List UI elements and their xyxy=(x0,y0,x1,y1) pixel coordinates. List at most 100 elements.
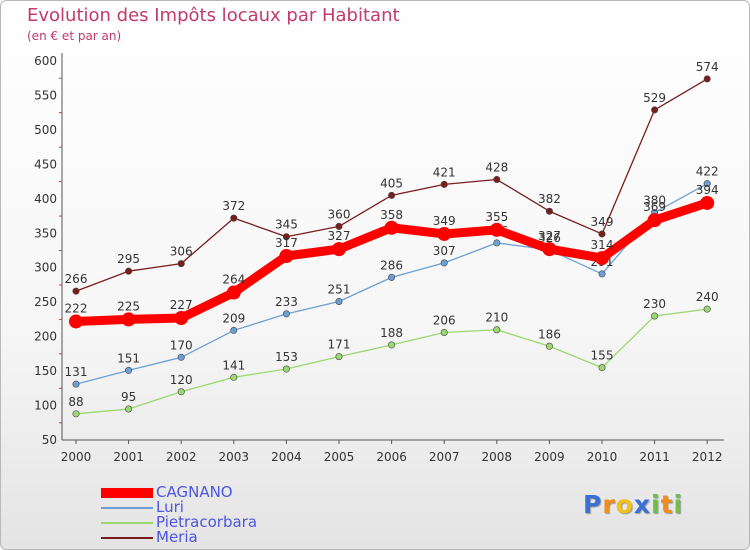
data-point-luri xyxy=(703,180,711,188)
data-point-cagnano xyxy=(226,285,241,300)
data-label-meria: 349 xyxy=(591,215,614,229)
data-label-cagnano: 222 xyxy=(65,301,88,315)
data-point-pietracorbara xyxy=(703,305,711,313)
data-label-cagnano: 227 xyxy=(170,298,193,312)
data-point-cagnano xyxy=(384,220,399,235)
y-tick-label: 450 xyxy=(34,157,57,171)
data-label-pietracorbara: 95 xyxy=(121,390,136,404)
logo-letter: x xyxy=(633,490,651,519)
data-point-pietracorbara xyxy=(177,388,185,396)
data-label-meria: 428 xyxy=(485,161,508,175)
data-point-luri xyxy=(177,353,185,361)
logo-letter: r xyxy=(602,490,616,519)
x-tick-label: 2009 xyxy=(534,450,565,464)
x-tick-label: 2002 xyxy=(166,450,197,464)
data-point-luri xyxy=(230,326,238,334)
data-point-luri xyxy=(598,270,606,278)
logo-letter: i xyxy=(673,490,684,519)
x-tick-label: 2005 xyxy=(324,450,355,464)
data-point-meria xyxy=(388,191,396,199)
chart-subtitle: (en € et par an) xyxy=(27,29,122,43)
data-point-meria xyxy=(493,176,501,184)
legend-item-luri: Luri xyxy=(101,499,321,515)
y-tick-label: 600 xyxy=(34,54,57,68)
data-label-luri: 233 xyxy=(275,295,298,309)
legend-item-cagnano: CAGNANO xyxy=(101,483,321,501)
data-label-meria: 405 xyxy=(380,176,403,190)
data-point-cagnano xyxy=(69,314,83,329)
data-point-pietracorbara xyxy=(493,326,501,334)
chart-legend: CAGNANO Luri Pietracorbara Meria xyxy=(101,483,321,545)
x-tick-label: 2003 xyxy=(219,450,250,464)
y-tick-label: 500 xyxy=(34,123,57,137)
data-point-cagnano xyxy=(542,242,557,257)
data-point-cagnano xyxy=(595,251,609,266)
data-label-meria: 295 xyxy=(117,252,140,266)
data-label-cagnano: 317 xyxy=(275,236,298,250)
data-point-pietracorbara xyxy=(388,341,396,349)
data-point-meria xyxy=(545,207,553,215)
data-point-luri xyxy=(72,380,80,388)
y-tick-label: 400 xyxy=(34,192,57,206)
data-label-luri: 307 xyxy=(433,244,456,258)
y-tick-label: 100 xyxy=(34,399,57,413)
data-point-meria xyxy=(177,260,185,268)
data-label-pietracorbara: 153 xyxy=(275,350,298,364)
data-label-pietracorbara: 230 xyxy=(643,297,666,311)
legend-label: Pietracorbara xyxy=(156,513,258,531)
data-point-luri xyxy=(282,310,290,318)
data-label-cagnano: 369 xyxy=(643,200,666,214)
data-point-luri xyxy=(440,259,448,267)
data-point-cagnano xyxy=(174,311,189,326)
data-point-pietracorbara xyxy=(282,365,290,373)
data-label-luri: 251 xyxy=(328,282,351,296)
data-point-luri xyxy=(388,273,396,281)
x-tick-label: 2007 xyxy=(429,450,460,464)
y-tick-label: 250 xyxy=(34,295,57,309)
data-label-cagnano: 327 xyxy=(328,229,351,243)
data-label-pietracorbara: 88 xyxy=(68,395,83,409)
data-label-pietracorbara: 141 xyxy=(222,358,245,372)
legend-label: CAGNANO xyxy=(156,483,233,501)
y-tick-label: 550 xyxy=(34,88,57,102)
x-tick-label: 2011 xyxy=(639,450,670,464)
data-label-cagnano: 225 xyxy=(117,299,140,313)
data-point-meria xyxy=(230,214,238,222)
data-label-cagnano: 355 xyxy=(485,210,508,224)
data-point-meria xyxy=(703,75,711,83)
data-label-cagnano: 349 xyxy=(433,214,456,228)
data-label-luri: 131 xyxy=(65,365,88,379)
data-point-pietracorbara xyxy=(335,353,343,361)
data-point-meria xyxy=(282,233,290,241)
data-point-cagnano xyxy=(279,249,294,264)
data-label-pietracorbara: 155 xyxy=(591,349,614,363)
data-point-luri xyxy=(125,366,133,374)
data-point-meria xyxy=(651,106,659,114)
data-label-luri: 326 xyxy=(538,231,561,245)
data-label-pietracorbara: 186 xyxy=(538,327,561,341)
proxiti-logo: Proxiti xyxy=(583,490,683,519)
data-label-meria: 372 xyxy=(222,199,245,213)
y-tick-label: 50 xyxy=(42,433,57,447)
data-point-pietracorbara xyxy=(545,342,553,350)
legend-item-pietracorbara: Pietracorbara xyxy=(101,513,321,531)
data-label-meria: 529 xyxy=(643,91,666,105)
y-tick-label: 150 xyxy=(34,364,57,378)
data-point-pietracorbara xyxy=(125,405,133,413)
data-label-luri: 209 xyxy=(222,311,245,325)
data-label-cagnano: 264 xyxy=(222,273,245,287)
data-label-meria: 345 xyxy=(275,218,298,232)
logo-letter: o xyxy=(615,490,634,519)
data-label-cagnano: 358 xyxy=(380,208,403,222)
data-point-pietracorbara xyxy=(598,364,606,372)
legend-item-meria: Meria xyxy=(101,529,321,545)
logo-letter: P xyxy=(583,490,603,519)
x-tick-label: 2010 xyxy=(587,450,618,464)
legend-swatch xyxy=(101,507,153,509)
data-point-meria xyxy=(440,180,448,188)
x-tick-label: 2012 xyxy=(692,450,723,464)
data-label-luri: 170 xyxy=(170,338,193,352)
data-label-pietracorbara: 206 xyxy=(433,314,456,328)
